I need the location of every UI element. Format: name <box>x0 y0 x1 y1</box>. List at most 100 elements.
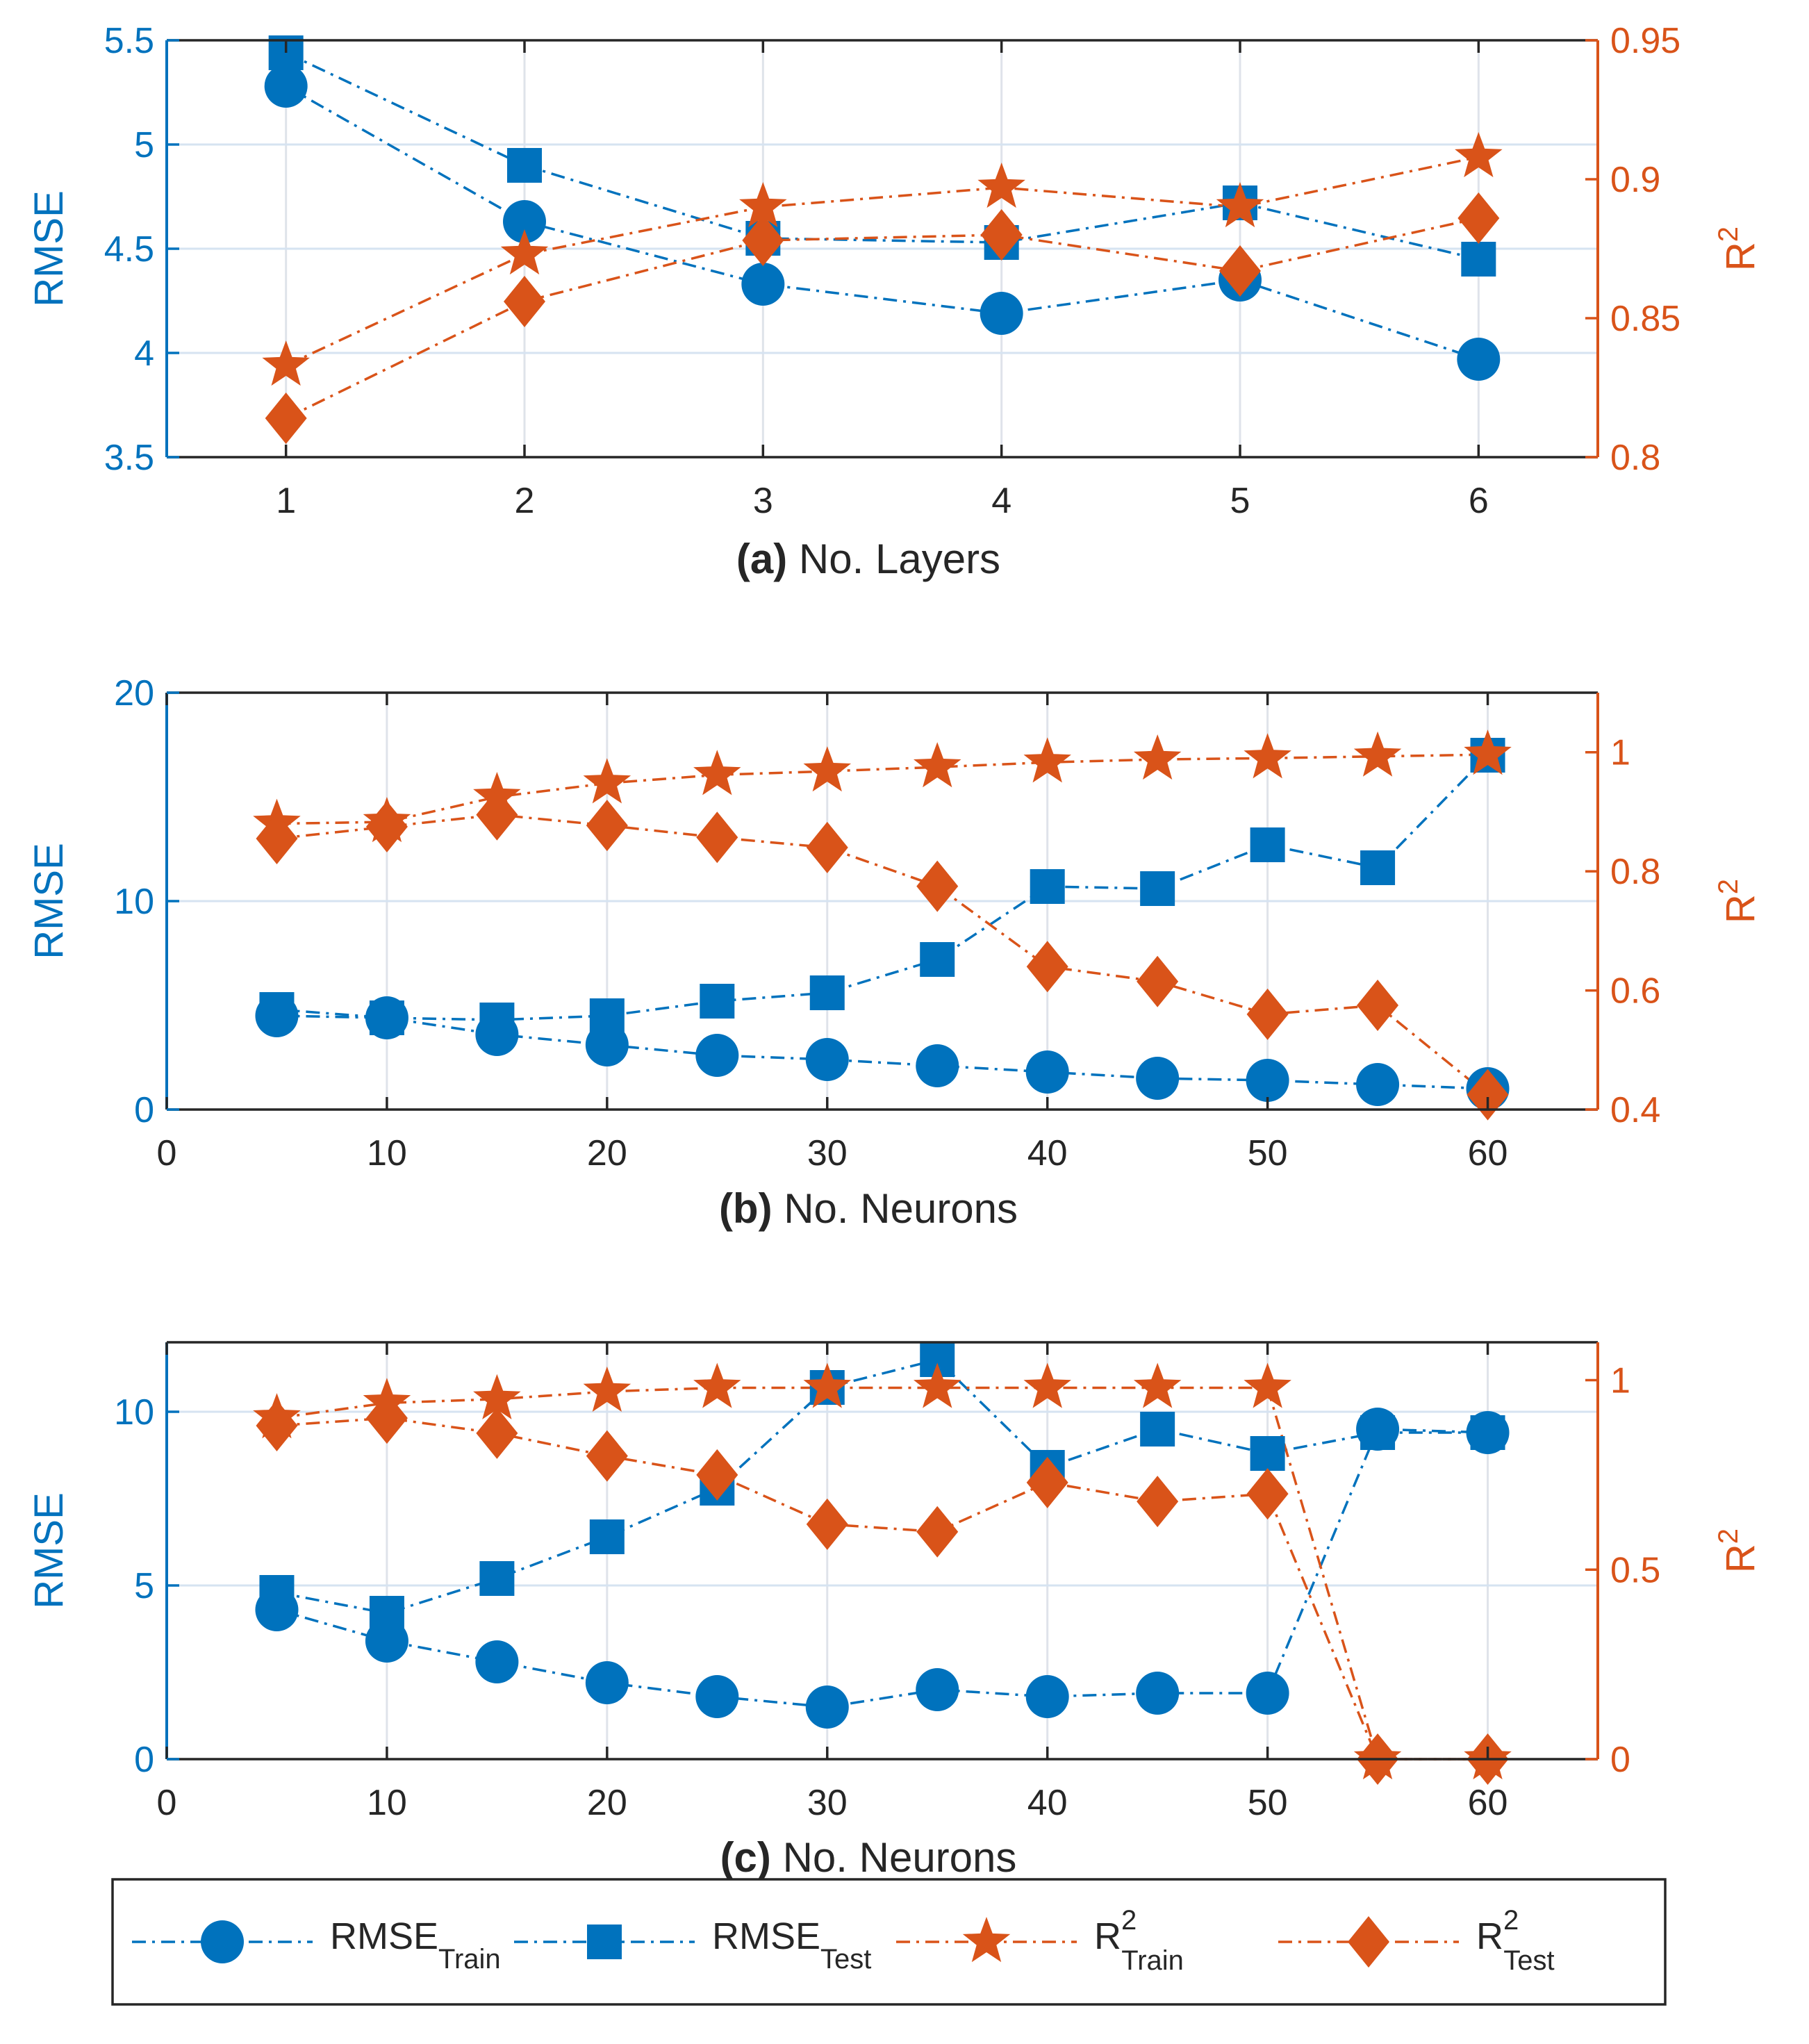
point-rmse_train <box>695 1675 739 1718</box>
y-right-tick-label: 0.8 <box>1610 852 1660 892</box>
x-tick-label: 6 <box>1469 481 1489 521</box>
point-r2_train <box>693 1362 741 1408</box>
point-rmse_train <box>695 1034 739 1077</box>
y-right-tick-label: 0.8 <box>1610 438 1660 478</box>
y-right-tick-label: 1 <box>1610 1361 1630 1401</box>
x-tick-label: 1 <box>276 481 296 521</box>
y-left-tick-label: 5 <box>134 125 154 165</box>
y-left-tick-label: 3.5 <box>104 438 154 478</box>
x-tick-label: 30 <box>807 1783 848 1823</box>
legend-item-r2_test: R2 Test <box>1278 1905 1555 1976</box>
y-left-tick-label: 10 <box>114 882 154 922</box>
y-right-tick-label: 0.9 <box>1610 160 1660 200</box>
point-r2_train <box>914 1362 961 1408</box>
point-r2_test <box>1246 1468 1289 1520</box>
point-r2_train <box>739 182 787 228</box>
point-r2_train <box>977 163 1025 208</box>
y-right-label: R2 <box>1713 879 1763 923</box>
point-r2_train <box>1023 737 1071 783</box>
point-r2_train <box>914 742 961 788</box>
y-right-label: R2 <box>1713 1528 1763 1573</box>
legend-marker-square <box>587 1925 622 1959</box>
y-right-tick-label: 0.6 <box>1610 971 1660 1012</box>
point-r2_train <box>583 1366 631 1412</box>
point-rmse_test <box>589 1519 625 1554</box>
y-right-label: R2 <box>1713 226 1763 271</box>
point-r2_train <box>1133 1362 1182 1408</box>
y-left-tick-label: 4 <box>134 333 154 374</box>
point-r2_test <box>256 1400 298 1451</box>
x-tick-label: 50 <box>1248 1133 1288 1173</box>
point-rmse_train <box>1025 1675 1069 1718</box>
x-tick-label: 4 <box>991 481 1011 521</box>
y-left-tick-label: 5.5 <box>104 21 154 61</box>
y-left-tick-label: 10 <box>114 1392 154 1433</box>
point-rmse_train <box>585 1023 629 1066</box>
y-left-label: RMSE <box>26 190 72 307</box>
point-rmse_train <box>1457 338 1501 381</box>
point-rmse_train <box>741 263 785 306</box>
point-rmse_train <box>1246 1672 1289 1715</box>
series-line-rmse_test <box>276 1358 1488 1615</box>
point-rmse_train <box>264 65 308 108</box>
y-right-tick-label: 1 <box>1610 733 1630 773</box>
point-rmse_test <box>507 148 542 183</box>
point-rmse_test <box>589 998 625 1033</box>
series-line-r2_test <box>276 1417 1488 1761</box>
point-r2_test <box>476 1407 518 1459</box>
legend-item-rmse_train: RMSETrain <box>132 1915 501 1975</box>
point-rmse_test <box>1360 850 1396 885</box>
x-tick-label: 0 <box>157 1133 177 1173</box>
point-r2_train <box>803 746 851 792</box>
point-rmse_test <box>1140 871 1175 906</box>
y-left-tick-label: 0 <box>134 1090 154 1130</box>
point-r2_test <box>1137 1476 1179 1528</box>
x-tick-label: 50 <box>1248 1783 1288 1823</box>
y-left-tick-label: 0 <box>134 1740 154 1780</box>
panel-b: 0 10 20 30 40 50 60 0 10 20 0.4 0.6 0.8 1 RMSE R2 (b) No… <box>26 673 1763 1232</box>
legend-item-r2_train: R2 Train <box>896 1905 1184 1976</box>
point-r2_test <box>696 1449 738 1501</box>
series-line-rmse_train <box>285 85 1479 361</box>
y-right-tick-label: 0 <box>1610 1740 1630 1780</box>
x-tick-label: 40 <box>1027 1133 1068 1173</box>
x-tick-label: 10 <box>367 1133 407 1173</box>
point-r2_train <box>803 1362 851 1408</box>
y-right-tick-label: 0.95 <box>1610 21 1680 61</box>
y-left-tick-label: 4.5 <box>104 229 154 270</box>
x-tick-label: 2 <box>515 481 535 521</box>
point-r2_train <box>1244 733 1291 779</box>
point-r2_test <box>265 393 307 444</box>
legend-label: R2 Train <box>1094 1905 1184 1976</box>
series-line-r2_test <box>276 813 1489 1096</box>
point-rmse_train <box>980 292 1023 335</box>
legend-marker-circle <box>201 1920 244 1963</box>
point-r2_train <box>1216 182 1264 228</box>
point-r2_test <box>1026 941 1068 993</box>
point-rmse_test <box>700 984 735 1019</box>
point-rmse_train <box>475 1640 519 1683</box>
point-rmse_test <box>259 992 295 1027</box>
y-left-label: RMSE <box>26 1492 72 1609</box>
series-line-rmse_test <box>276 754 1489 1021</box>
x-tick-label: 3 <box>753 481 773 521</box>
x-tick-label: 10 <box>367 1783 407 1823</box>
y-left-label: RMSE <box>26 843 72 959</box>
x-tick-label: 60 <box>1468 1133 1508 1173</box>
point-r2_test <box>696 811 738 864</box>
point-r2_test <box>586 800 628 852</box>
x-tick-label: 5 <box>1230 481 1250 521</box>
point-rmse_train <box>1136 1057 1180 1100</box>
point-r2_test <box>1357 980 1399 1031</box>
point-r2_test <box>1137 955 1179 1007</box>
point-rmse_test <box>1461 242 1496 277</box>
legend-marker-diamond <box>1348 1916 1389 1968</box>
point-r2_test <box>980 209 1023 261</box>
y-left-tick-label: 20 <box>114 673 154 714</box>
point-r2_train <box>262 340 310 386</box>
point-rmse_train <box>1246 1059 1289 1102</box>
x-tick-label: 40 <box>1027 1783 1068 1823</box>
point-rmse_test <box>369 1596 404 1631</box>
point-r2_test <box>742 215 784 266</box>
